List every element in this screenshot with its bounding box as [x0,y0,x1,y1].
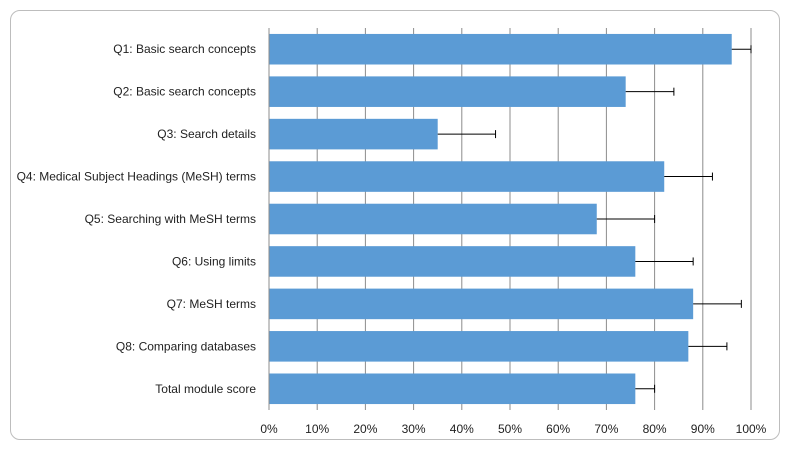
error-bar [688,342,728,351]
x-tick-labels: 0% 10% 20% 30% 40% 50% 60% 70% 80% 90% 100% [260,422,766,436]
error-bar [635,384,656,393]
bar [269,161,665,192]
x-tick-label: 20% [353,422,377,436]
error-bar [664,172,713,181]
error-bars [437,45,752,393]
category-label: Q6: Using limits [172,254,256,268]
category-labels: Q1: Basic search concepts Q2: Basic searc… [17,42,257,396]
x-tick-label: 30% [402,422,426,436]
category-label: Q3: Search details [157,127,256,141]
x-tick-label: 50% [498,422,522,436]
bar [269,373,636,405]
bar [269,331,689,362]
category-label: Q2: Basic search concepts [113,85,256,99]
bar [269,246,636,277]
x-tick-label: 60% [546,422,570,436]
bar [269,118,438,150]
x-tick-label: 90% [691,422,715,436]
x-tick-label: 10% [305,422,329,436]
error-bar [693,299,742,308]
error-bar [635,257,694,266]
bar [269,33,732,65]
bar [269,203,597,235]
bars [269,33,732,405]
error-bar [596,215,656,223]
category-label: Q8: Comparing databases [116,339,256,353]
category-label: Q1: Basic search concepts [113,42,256,56]
category-label: Total module score [155,382,256,396]
x-tick-label: 100% [736,422,767,436]
category-label: Q5: Searching with MeSH terms [85,212,256,226]
x-tick-label: 40% [450,422,474,436]
category-label: Q7: MeSH terms [167,297,256,311]
error-bar [625,87,675,96]
bar [269,76,626,107]
x-tick-label: 80% [643,422,667,436]
bar [269,288,694,320]
error-bar [731,45,752,54]
error-bar [437,130,497,139]
x-tick-label: 70% [594,422,618,436]
x-tick-label: 0% [260,422,278,436]
category-label: Q4: Medical Subject Headings (MeSH) term… [17,170,256,184]
